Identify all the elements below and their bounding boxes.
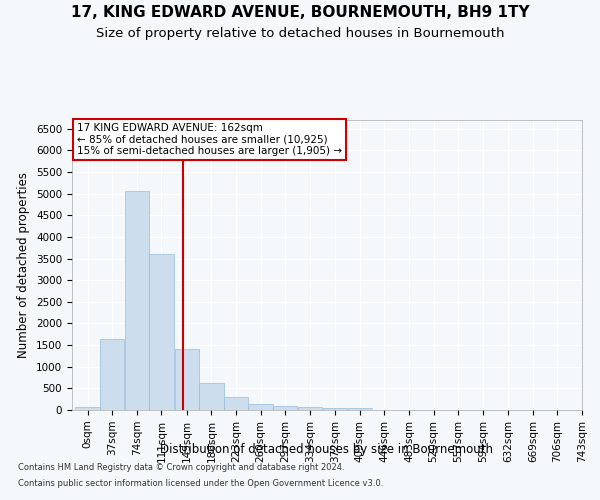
Bar bbox=[273, 406, 298, 410]
Bar bbox=[248, 404, 273, 410]
Bar bbox=[224, 398, 248, 410]
Bar bbox=[298, 407, 322, 410]
Text: Contains HM Land Registry data © Crown copyright and database right 2024.: Contains HM Land Registry data © Crown c… bbox=[18, 464, 344, 472]
Text: Distribution of detached houses by size in Bournemouth: Distribution of detached houses by size … bbox=[161, 442, 493, 456]
Text: Contains public sector information licensed under the Open Government Licence v3: Contains public sector information licen… bbox=[18, 478, 383, 488]
Bar bbox=[323, 408, 347, 410]
Bar bbox=[149, 254, 173, 410]
Bar bbox=[100, 338, 124, 410]
Bar bbox=[125, 192, 149, 410]
Text: 17, KING EDWARD AVENUE, BOURNEMOUTH, BH9 1TY: 17, KING EDWARD AVENUE, BOURNEMOUTH, BH9… bbox=[71, 5, 529, 20]
Text: 17 KING EDWARD AVENUE: 162sqm
← 85% of detached houses are smaller (10,925)
15% : 17 KING EDWARD AVENUE: 162sqm ← 85% of d… bbox=[77, 123, 342, 156]
Bar bbox=[76, 407, 100, 410]
Bar bbox=[175, 350, 199, 410]
Text: Size of property relative to detached houses in Bournemouth: Size of property relative to detached ho… bbox=[96, 28, 504, 40]
Bar bbox=[199, 383, 224, 410]
Y-axis label: Number of detached properties: Number of detached properties bbox=[17, 172, 31, 358]
Bar bbox=[347, 408, 372, 410]
